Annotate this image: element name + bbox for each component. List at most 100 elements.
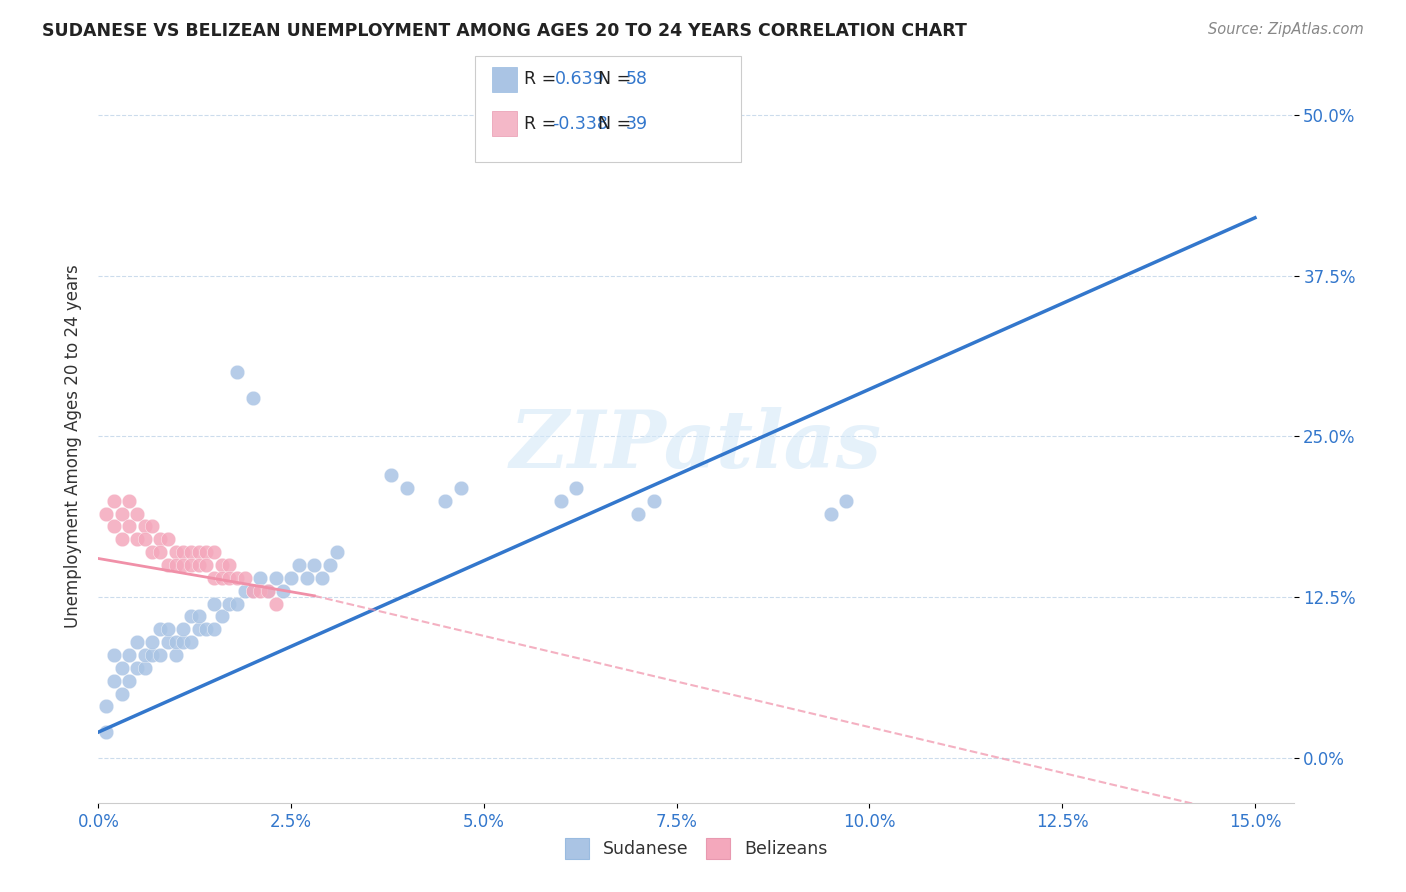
Point — [233, 583, 256, 598]
Text: ZIPatlas: ZIPatlas — [510, 408, 882, 484]
Point — [110, 507, 132, 521]
Point — [211, 609, 233, 624]
Point — [273, 583, 295, 598]
Point — [103, 648, 125, 662]
Point — [242, 583, 264, 598]
Point — [94, 507, 117, 521]
Point — [180, 558, 202, 572]
Point — [264, 571, 287, 585]
Point — [110, 533, 132, 547]
Point — [165, 558, 187, 572]
Point — [172, 622, 194, 636]
Point — [226, 365, 249, 379]
Point — [156, 558, 179, 572]
Point — [280, 571, 302, 585]
Point — [565, 481, 588, 495]
Point — [195, 545, 218, 559]
Point — [94, 699, 117, 714]
Point — [202, 622, 225, 636]
Point — [627, 507, 650, 521]
Point — [118, 519, 141, 533]
Point — [218, 558, 240, 572]
Point — [187, 622, 209, 636]
Point — [226, 571, 249, 585]
Point — [165, 648, 187, 662]
Point — [195, 622, 218, 636]
Point — [257, 583, 280, 598]
Point — [326, 545, 349, 559]
Point — [202, 597, 225, 611]
Point — [134, 648, 156, 662]
Point — [180, 609, 202, 624]
Point — [149, 648, 172, 662]
Point — [180, 635, 202, 649]
Point — [202, 545, 225, 559]
Point — [612, 146, 634, 161]
Point — [395, 481, 418, 495]
Point — [249, 583, 271, 598]
Point — [172, 545, 194, 559]
Point — [257, 583, 280, 598]
Point — [156, 635, 179, 649]
Point — [110, 686, 132, 700]
Point — [211, 558, 233, 572]
Point — [134, 661, 156, 675]
Point — [118, 648, 141, 662]
Point — [134, 519, 156, 533]
Point — [311, 571, 333, 585]
Point — [125, 507, 148, 521]
Point — [835, 493, 858, 508]
Text: Source: ZipAtlas.com: Source: ZipAtlas.com — [1208, 22, 1364, 37]
Legend: Sudanese, Belizeans: Sudanese, Belizeans — [558, 831, 834, 865]
Point — [643, 493, 665, 508]
Text: R =: R = — [524, 70, 562, 88]
Point — [218, 571, 240, 585]
Text: 39: 39 — [626, 115, 648, 133]
Point — [211, 571, 233, 585]
Text: 58: 58 — [626, 70, 648, 88]
Point — [295, 571, 318, 585]
Point — [110, 661, 132, 675]
Point — [218, 597, 240, 611]
Point — [156, 533, 179, 547]
Point — [118, 493, 141, 508]
Point — [125, 533, 148, 547]
Point — [149, 533, 172, 547]
Point — [141, 545, 163, 559]
Point — [226, 597, 249, 611]
Point — [94, 725, 117, 739]
Point — [434, 493, 457, 508]
Point — [187, 609, 209, 624]
Point — [172, 558, 194, 572]
Point — [141, 519, 163, 533]
Point — [380, 467, 402, 482]
Point — [165, 635, 187, 649]
Point — [149, 545, 172, 559]
Point — [103, 493, 125, 508]
Point — [103, 673, 125, 688]
Text: N =: N = — [598, 115, 637, 133]
Point — [118, 673, 141, 688]
Point — [180, 545, 202, 559]
Point — [319, 558, 342, 572]
Text: 0.639: 0.639 — [555, 70, 605, 88]
Point — [288, 558, 311, 572]
Text: R =: R = — [524, 115, 562, 133]
Point — [134, 533, 156, 547]
Text: N =: N = — [598, 70, 637, 88]
Point — [141, 648, 163, 662]
Point — [156, 622, 179, 636]
Point — [264, 597, 287, 611]
Point — [820, 507, 842, 521]
Text: -0.338: -0.338 — [553, 115, 609, 133]
Point — [187, 558, 209, 572]
Point — [550, 493, 572, 508]
Point — [195, 558, 218, 572]
Point — [249, 571, 271, 585]
Point — [187, 545, 209, 559]
Y-axis label: Unemployment Among Ages 20 to 24 years: Unemployment Among Ages 20 to 24 years — [63, 264, 82, 628]
Point — [233, 571, 256, 585]
Point — [125, 635, 148, 649]
Point — [103, 519, 125, 533]
Point — [450, 481, 472, 495]
